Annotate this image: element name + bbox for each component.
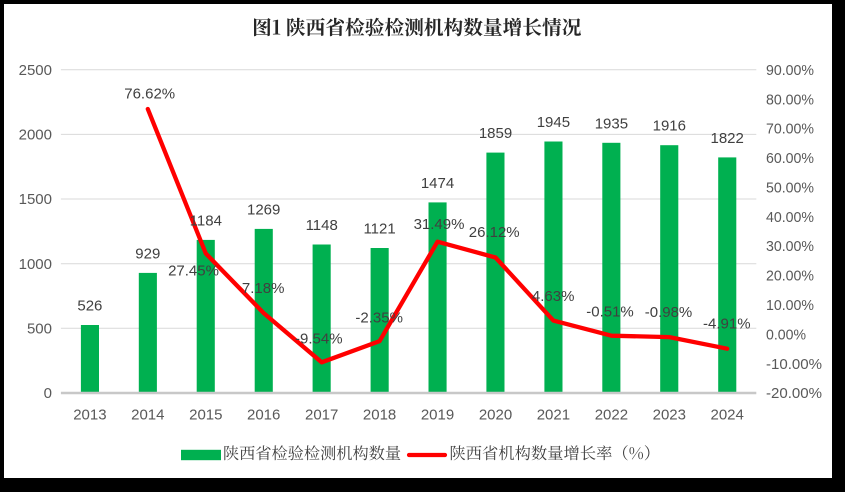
svg-text:0: 0 (44, 385, 52, 402)
svg-text:2023: 2023 (653, 406, 686, 423)
svg-text:90.00%: 90.00% (766, 62, 814, 79)
svg-text:7.18%: 7.18% (242, 280, 285, 297)
svg-text:-0.98%: -0.98% (645, 304, 693, 321)
svg-text:27.45%: 27.45% (168, 262, 219, 279)
svg-text:26.12%: 26.12% (469, 224, 520, 241)
svg-text:2024: 2024 (711, 406, 744, 423)
svg-text:2018: 2018 (363, 406, 396, 423)
svg-text:929: 929 (135, 245, 160, 262)
svg-text:-2.35%: -2.35% (355, 310, 403, 327)
svg-text:2015: 2015 (189, 406, 222, 423)
svg-text:80.00%: 80.00% (766, 91, 814, 108)
svg-text:1916: 1916 (653, 118, 686, 135)
svg-text:526: 526 (77, 298, 102, 315)
svg-text:1945: 1945 (537, 114, 570, 131)
svg-text:60.00%: 60.00% (766, 150, 814, 167)
svg-text:1269: 1269 (247, 201, 280, 218)
svg-text:2016: 2016 (247, 406, 280, 423)
svg-text:0.00%: 0.00% (766, 326, 806, 343)
svg-text:30.00%: 30.00% (766, 238, 814, 255)
svg-text:2019: 2019 (421, 406, 454, 423)
svg-text:1000: 1000 (19, 256, 52, 273)
svg-text:50.00%: 50.00% (766, 180, 814, 197)
svg-text:2021: 2021 (537, 406, 570, 423)
svg-text:2013: 2013 (73, 406, 106, 423)
svg-text:76.62%: 76.62% (124, 86, 175, 103)
svg-text:2014: 2014 (131, 406, 164, 423)
svg-text:70.00%: 70.00% (766, 121, 814, 138)
svg-text:-20.00%: -20.00% (766, 385, 822, 402)
svg-text:2020: 2020 (479, 406, 512, 423)
svg-text:31.49%: 31.49% (414, 216, 465, 233)
svg-text:2017: 2017 (305, 406, 338, 423)
svg-text:4.63%: 4.63% (532, 288, 575, 305)
svg-text:-9.54%: -9.54% (295, 330, 343, 347)
svg-text:1121: 1121 (363, 221, 395, 238)
svg-text:1935: 1935 (595, 115, 628, 132)
svg-text:500: 500 (27, 321, 52, 338)
svg-text:1859: 1859 (479, 125, 512, 142)
svg-text:-0.51%: -0.51% (586, 304, 634, 321)
svg-text:1184: 1184 (190, 212, 222, 229)
svg-text:40.00%: 40.00% (766, 209, 814, 226)
svg-text:2000: 2000 (19, 127, 52, 144)
svg-text:1474: 1474 (421, 175, 454, 192)
svg-text:1822: 1822 (711, 130, 744, 147)
svg-text:1500: 1500 (19, 191, 52, 208)
svg-text:10.00%: 10.00% (766, 297, 814, 314)
svg-text:2500: 2500 (19, 62, 52, 79)
svg-text:-10.00%: -10.00% (766, 356, 822, 373)
svg-text:-4.91%: -4.91% (703, 316, 751, 333)
svg-text:2022: 2022 (595, 406, 628, 423)
svg-text:20.00%: 20.00% (766, 268, 814, 285)
svg-text:1148: 1148 (306, 217, 338, 234)
